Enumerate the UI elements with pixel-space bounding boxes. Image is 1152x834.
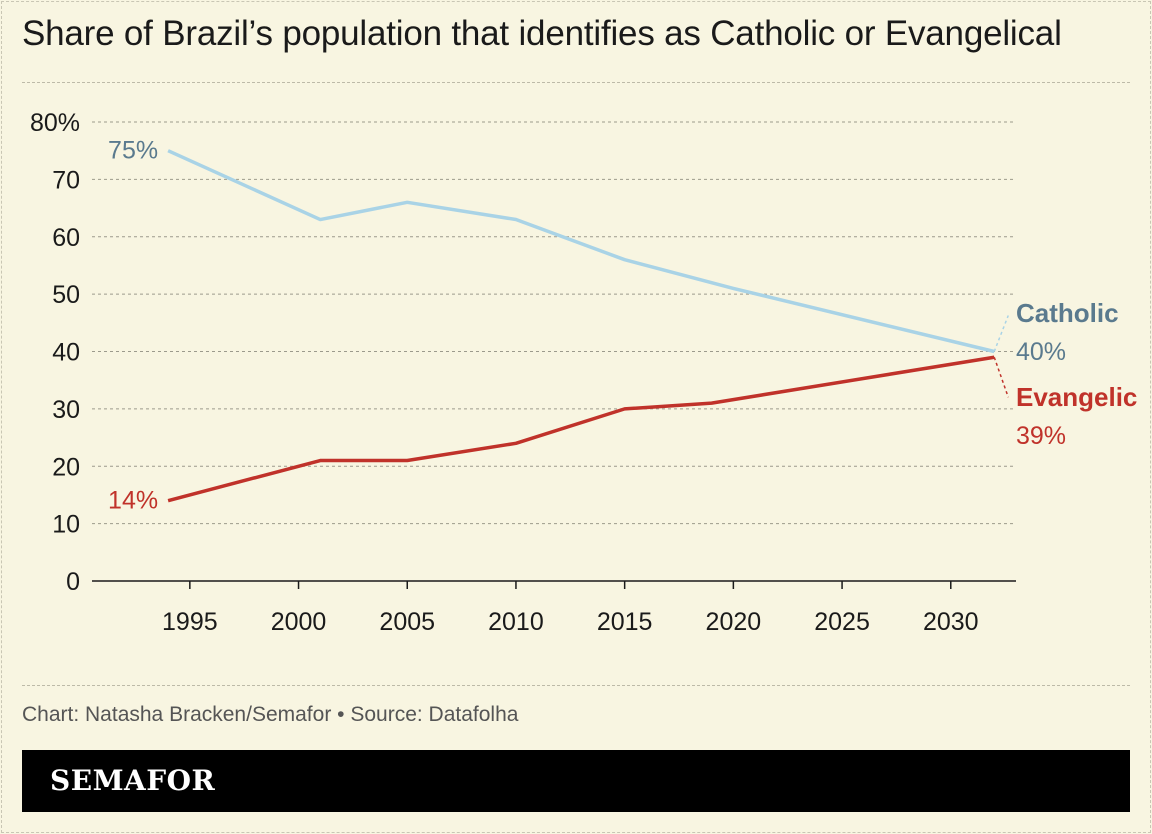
catholic-start-label: 75% [108, 137, 158, 165]
x-tick-label: 1995 [162, 608, 218, 636]
x-tick-label: 2010 [488, 608, 544, 636]
y-tick-label: 20 [52, 453, 80, 481]
y-tick-label: 10 [52, 511, 80, 539]
x-tick-label: 2015 [597, 608, 653, 636]
y-tick-label: 0 [66, 568, 80, 596]
y-tick-label: 30 [52, 396, 80, 424]
x-tick-label: 2020 [706, 608, 762, 636]
catholic-label-leader [993, 315, 1009, 352]
evangelic-end-name: Evangelic [1016, 382, 1137, 412]
x-tick-label: 2030 [923, 608, 979, 636]
evangelic-series-line [167, 355, 995, 503]
x-tick-label: 2000 [271, 608, 327, 636]
y-tick-label: 70 [52, 166, 80, 194]
x-tick-label: 2005 [379, 608, 435, 636]
catholic-series-line [167, 149, 995, 354]
catholic-end-value: 40% [1016, 338, 1066, 366]
evangelic-start-label: 14% [108, 487, 158, 515]
y-tick-label: 40 [52, 339, 80, 367]
y-tick-label: 60 [52, 224, 80, 252]
semafor-logo: SEMAFOR [50, 764, 216, 797]
catholic-end-name: Catholic [1016, 298, 1119, 328]
brand-bar: SEMAFOR [22, 750, 1130, 812]
title-divider [22, 82, 1130, 83]
x-tick-label: 2025 [814, 608, 870, 636]
y-tick-label: 50 [52, 281, 80, 309]
y-tick-label: 80% [30, 109, 80, 137]
chart-title: Share of Brazil’s population that identi… [22, 14, 1062, 53]
evangelic-label-leader [993, 356, 1009, 398]
chart-credit: Chart: Natasha Bracken/Semafor • Source:… [22, 703, 519, 726]
footer-divider [22, 685, 1130, 686]
evangelic-end-value: 39% [1016, 422, 1066, 450]
